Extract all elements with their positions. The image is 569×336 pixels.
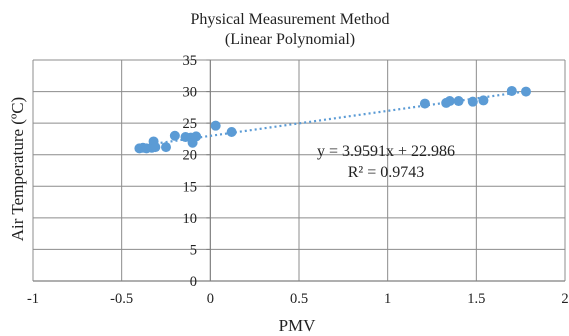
trendline-group bbox=[135, 89, 530, 148]
chart-subtitle: (Linear Polynomial) bbox=[225, 31, 355, 48]
x-tick-label: 0 bbox=[207, 291, 214, 307]
data-point bbox=[169, 130, 180, 141]
data-points bbox=[134, 85, 531, 154]
data-point bbox=[419, 98, 430, 109]
y-tick-label: 15 bbox=[183, 179, 198, 195]
x-tick-labels: -1 -0.5 0 0.5 1 1.5 2 bbox=[27, 291, 569, 307]
data-point bbox=[520, 86, 531, 97]
x-tick-label: -1 bbox=[27, 291, 39, 307]
trendline-equation: y = 3.9591x + 22.986 bbox=[317, 143, 455, 160]
r-squared-label: R² = 0.9743 bbox=[348, 164, 425, 181]
y-tick-label: 25 bbox=[183, 116, 198, 132]
data-point bbox=[226, 126, 237, 137]
y-axis-title: Air Temperature (ºC) bbox=[8, 97, 27, 241]
y-tick-label: 10 bbox=[183, 211, 198, 227]
data-point bbox=[444, 96, 455, 107]
data-point bbox=[453, 96, 464, 107]
data-point bbox=[210, 120, 221, 131]
x-axis-title: PMV bbox=[279, 316, 317, 335]
y-tick-label: 0 bbox=[190, 274, 197, 290]
data-point bbox=[478, 95, 489, 106]
y-tick-label: 20 bbox=[183, 148, 198, 164]
data-point bbox=[467, 96, 478, 107]
x-tick-label: -0.5 bbox=[110, 291, 133, 307]
trendline bbox=[135, 89, 530, 148]
data-point bbox=[191, 131, 202, 142]
data-point bbox=[161, 142, 171, 153]
data-point bbox=[150, 142, 161, 153]
x-tick-label: 1.5 bbox=[467, 291, 485, 307]
chart-title: Physical Measurement Method bbox=[190, 11, 389, 28]
axes bbox=[33, 59, 565, 282]
y-tick-label: 30 bbox=[183, 85, 198, 101]
x-tick-label: 0.5 bbox=[290, 291, 308, 307]
y-tick-labels: 0 5 10 15 20 25 30 35 bbox=[183, 53, 198, 290]
y-tick-label: 35 bbox=[183, 53, 198, 69]
gridlines bbox=[32, 59, 566, 281]
y-tick-label: 5 bbox=[190, 242, 197, 258]
data-point bbox=[506, 85, 517, 96]
x-tick-label: 1 bbox=[384, 291, 391, 307]
x-tick-label: 2 bbox=[561, 291, 568, 307]
